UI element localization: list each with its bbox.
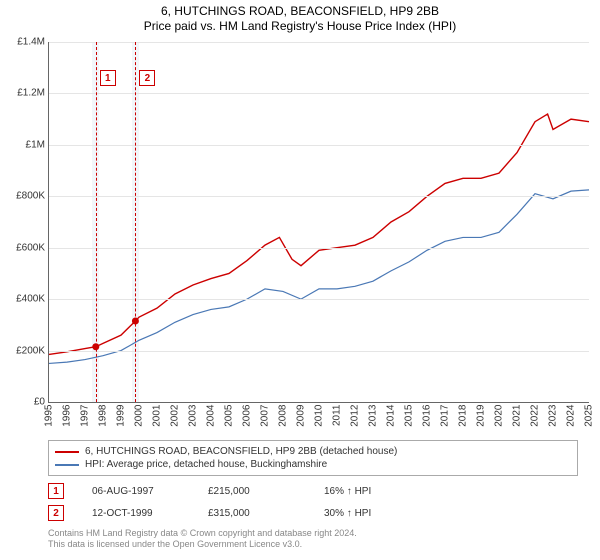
plot-svg [49,42,589,402]
x-tick-label: 2022 [530,405,541,427]
x-tick-label: 2023 [548,405,559,427]
gridline-h [49,196,589,197]
y-tick-label: £1M [5,139,45,150]
legend: 6, HUTCHINGS ROAD, BEACONSFIELD, HP9 2BB… [48,440,578,476]
x-tick-label: 2003 [188,405,199,427]
x-tick-label: 2007 [260,405,271,427]
x-tick-label: 2008 [278,405,289,427]
series-line [49,190,589,364]
y-tick-label: £400K [5,294,45,305]
x-tick-label: 2012 [350,405,361,427]
chart-title: 6, HUTCHINGS ROAD, BEACONSFIELD, HP9 2BB [0,0,600,18]
x-tick-label: 2018 [458,405,469,427]
x-tick-label: 1997 [80,405,91,427]
x-tick-label: 2019 [476,405,487,427]
event-number-box: 2 [48,505,64,521]
footer-line2: This data is licensed under the Open Gov… [48,539,578,550]
x-tick-label: 2017 [440,405,451,427]
plot-surface: £0£200K£400K£600K£800K£1M£1.2M£1.4M19951… [48,42,589,403]
event-row: 1 06-AUG-1997 £215,000 16% ↑ HPI [48,480,578,502]
x-tick-label: 2006 [242,405,253,427]
legend-item: HPI: Average price, detached house, Buck… [55,458,571,471]
legend-label: 6, HUTCHINGS ROAD, BEACONSFIELD, HP9 2BB… [85,446,397,457]
events-table: 1 06-AUG-1997 £215,000 16% ↑ HPI 2 12-OCT-199… [48,480,578,524]
gridline-h [49,351,589,352]
x-tick-label: 1995 [44,405,55,427]
legend-swatch [55,451,79,453]
x-tick-label: 2010 [314,405,325,427]
gridline-h [49,93,589,94]
x-tick-label: 2025 [584,405,595,427]
event-delta: 30% ↑ HPI [324,508,412,519]
y-tick-label: £200K [5,345,45,356]
legend-item: 6, HUTCHINGS ROAD, BEACONSFIELD, HP9 2BB… [55,445,571,458]
y-tick-label: £1.4M [5,37,45,48]
x-tick-label: 2011 [332,405,343,427]
event-price: £315,000 [208,508,296,519]
event-marker-label: 2 [139,70,155,86]
event-delta: 16% ↑ HPI [324,486,412,497]
gridline-h [49,248,589,249]
x-tick-label: 1996 [62,405,73,427]
event-number-box: 1 [48,483,64,499]
chart-area: £0£200K£400K£600K£800K£1M£1.2M£1.4M19951… [48,42,588,402]
footer-line1: Contains HM Land Registry data © Crown c… [48,528,578,539]
x-tick-label: 2004 [206,405,217,427]
x-tick-label: 2021 [512,405,523,427]
x-tick-label: 1999 [116,405,127,427]
legend-swatch [55,464,79,466]
chart-subtitle: Price paid vs. HM Land Registry's House … [0,18,600,37]
x-tick-label: 2005 [224,405,235,427]
x-tick-label: 1998 [98,405,109,427]
y-tick-label: £1.2M [5,88,45,99]
gridline-h [49,299,589,300]
legend-label: HPI: Average price, detached house, Buck… [85,459,327,470]
x-tick-label: 2024 [566,405,577,427]
event-date: 06-AUG-1997 [92,486,180,497]
x-tick-label: 2000 [134,405,145,427]
gridline-h [49,145,589,146]
event-price: £215,000 [208,486,296,497]
x-tick-label: 2016 [422,405,433,427]
event-marker-label: 1 [100,70,116,86]
y-tick-label: £600K [5,242,45,253]
x-tick-label: 2013 [368,405,379,427]
x-tick-label: 2001 [152,405,163,427]
x-tick-label: 2020 [494,405,505,427]
x-tick-label: 2014 [386,405,397,427]
x-tick-label: 2009 [296,405,307,427]
y-tick-label: £800K [5,191,45,202]
event-vertical-line [96,42,97,402]
series-line [49,114,589,354]
y-tick-label: £0 [5,397,45,408]
event-row: 2 12-OCT-1999 £315,000 30% ↑ HPI [48,502,578,524]
event-date: 12-OCT-1999 [92,508,180,519]
footer-attribution: Contains HM Land Registry data © Crown c… [48,528,578,551]
x-tick-label: 2002 [170,405,181,427]
event-vertical-line [135,42,136,402]
x-tick-label: 2015 [404,405,415,427]
gridline-h [49,42,589,43]
